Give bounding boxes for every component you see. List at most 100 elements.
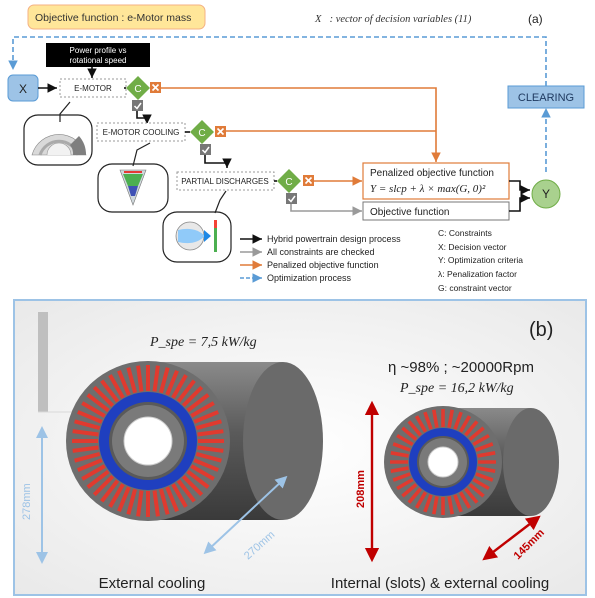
stator-tooth	[77, 410, 103, 424]
stator-tooth	[193, 410, 219, 424]
emotor-label: E-MOTOR	[74, 84, 112, 93]
constraint-diamond-3: C	[277, 169, 301, 193]
stator-tooth	[100, 379, 120, 403]
stator-tooth	[477, 466, 496, 473]
stator-tooth	[396, 477, 414, 491]
panel-a-label: (a)	[528, 12, 543, 26]
leader-2	[132, 142, 151, 167]
stator-tooth	[475, 472, 494, 482]
stator-tooth	[159, 367, 170, 394]
stator-tooth	[171, 483, 188, 508]
left-caption: External cooling	[99, 575, 206, 592]
reject-cross-1	[151, 83, 160, 92]
cooling-sector-image	[97, 163, 169, 213]
opt-clearing-to-x	[8, 36, 547, 86]
power-profile-line1: Power profile vs	[70, 46, 127, 55]
stator-tooth	[81, 401, 106, 418]
stator-tooth	[108, 374, 125, 399]
objective-title-box	[27, 4, 206, 30]
stator-tooth	[100, 479, 120, 503]
stator-tooth	[136, 490, 144, 517]
definition-4: λ: Penalization factor	[438, 269, 517, 279]
stator-tooth	[86, 469, 110, 489]
check-icon-1	[132, 100, 143, 111]
arrow-c1-cooling	[136, 111, 152, 124]
stator-tooth	[193, 458, 219, 472]
right-pspe: P_spe = 16,2 kW/kg	[399, 381, 514, 396]
stator-tooth	[176, 479, 196, 503]
constraint-c-1: C	[134, 84, 141, 95]
leader-1	[59, 101, 71, 122]
partial-discharges-label: PARTIAL DISCHARGES	[181, 177, 268, 186]
check-mark-3	[287, 195, 296, 203]
stator-tooth	[464, 420, 479, 437]
definitions: C: Constraints X: Decision vector Y: Opt…	[438, 228, 523, 293]
stator-tooth	[390, 451, 409, 458]
clearing-label: CLEARING	[518, 92, 574, 104]
stator-tooth	[453, 494, 463, 513]
stator-tooth	[392, 472, 411, 482]
stator-tooth	[117, 370, 131, 396]
panel-b-label: (b)	[529, 319, 553, 341]
right-efficiency: η ~98% ; ~20000Rpm	[388, 359, 534, 376]
leader-3	[214, 190, 227, 214]
stator-tooth	[396, 433, 414, 447]
decision-vector-caption: X⃗: vector of decision variables (11)	[314, 14, 472, 25]
definition-2: X: Decision vector	[438, 242, 507, 252]
arrow-penalized-y	[509, 180, 530, 195]
emotor-section-image	[23, 114, 93, 166]
right-height-label: 208mm	[355, 470, 367, 508]
panel-b: (b) 278mm 270mm P_spe = 7,5 kW/kg Extern…	[13, 299, 587, 596]
stator-tooth	[186, 393, 210, 413]
objective-function-label: Objective function	[370, 207, 450, 218]
stator-tooth	[414, 491, 428, 509]
stator-tooth	[74, 419, 101, 430]
stator-tooth	[390, 466, 409, 473]
objective-title: Objective function : e-Motor mass	[35, 12, 191, 24]
stator-tooth	[190, 401, 215, 418]
left-motor-back	[243, 362, 323, 520]
arrow-objective-y	[509, 193, 530, 212]
stator-tooth	[117, 486, 131, 512]
stator-tooth	[423, 494, 433, 513]
constraint-diamond-1: C	[126, 76, 150, 100]
stator-tooth	[126, 488, 137, 515]
reject-cross-2	[216, 127, 225, 136]
clearing-box	[507, 85, 585, 109]
stator-tooth	[197, 429, 224, 437]
legend-label-1: Hybrid powertrain design process	[267, 234, 401, 244]
stator-tooth	[181, 385, 204, 408]
stator-tooth	[195, 419, 222, 430]
stator-tooth	[468, 483, 485, 498]
stator-tooth	[401, 426, 418, 441]
stator-tooth	[152, 365, 160, 392]
check-mark-1	[133, 102, 142, 110]
stator-tooth	[477, 451, 496, 458]
arrow-c2-pd	[204, 155, 232, 168]
stator-tooth	[195, 452, 222, 463]
legend-label-4: Optimization process	[267, 273, 352, 283]
definition-5: G: constraint vector	[438, 283, 512, 293]
partial-discharge-image	[162, 211, 232, 263]
stator-tooth	[407, 420, 422, 437]
left-motor	[66, 361, 323, 521]
stator-tooth	[407, 487, 422, 504]
emotor-box	[59, 78, 127, 98]
constraint-c-2: C	[198, 128, 205, 139]
penalty-line-1	[161, 87, 441, 162]
panel-a: Objective function : e-Motor mass X⃗: ve…	[7, 4, 585, 293]
checked-line-join	[290, 204, 297, 212]
penalized-formula: Y = slcp + λ × max(G, 0)²	[370, 183, 486, 195]
right-motor-back	[503, 408, 559, 516]
stator-tooth	[447, 496, 454, 515]
stator-tooth	[72, 429, 99, 437]
emotor-cooling-label: E-MOTOR COOLING	[103, 128, 180, 137]
stator-tooth	[171, 374, 188, 399]
stator-tooth	[432, 496, 439, 515]
right-winding-ring	[409, 428, 477, 496]
reject-cross-3	[304, 176, 313, 185]
left-bore	[123, 416, 173, 466]
penalized-objective-box	[362, 162, 510, 200]
stator-tooth	[92, 474, 115, 497]
